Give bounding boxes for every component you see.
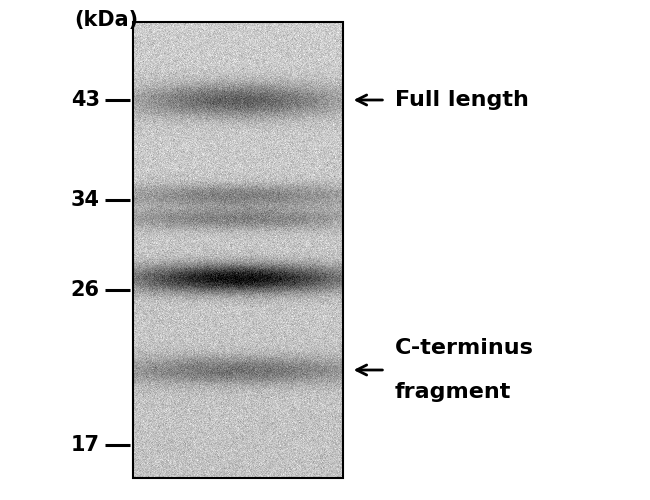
Text: fragment: fragment xyxy=(395,382,512,402)
Text: (kDa): (kDa) xyxy=(74,10,138,30)
Text: 17: 17 xyxy=(71,435,100,455)
Text: 43: 43 xyxy=(71,90,100,110)
Text: 34: 34 xyxy=(71,190,100,210)
Text: Full length: Full length xyxy=(395,90,529,110)
Bar xyxy=(133,22,343,478)
Text: C-terminus: C-terminus xyxy=(395,338,534,357)
Text: 26: 26 xyxy=(71,280,100,300)
